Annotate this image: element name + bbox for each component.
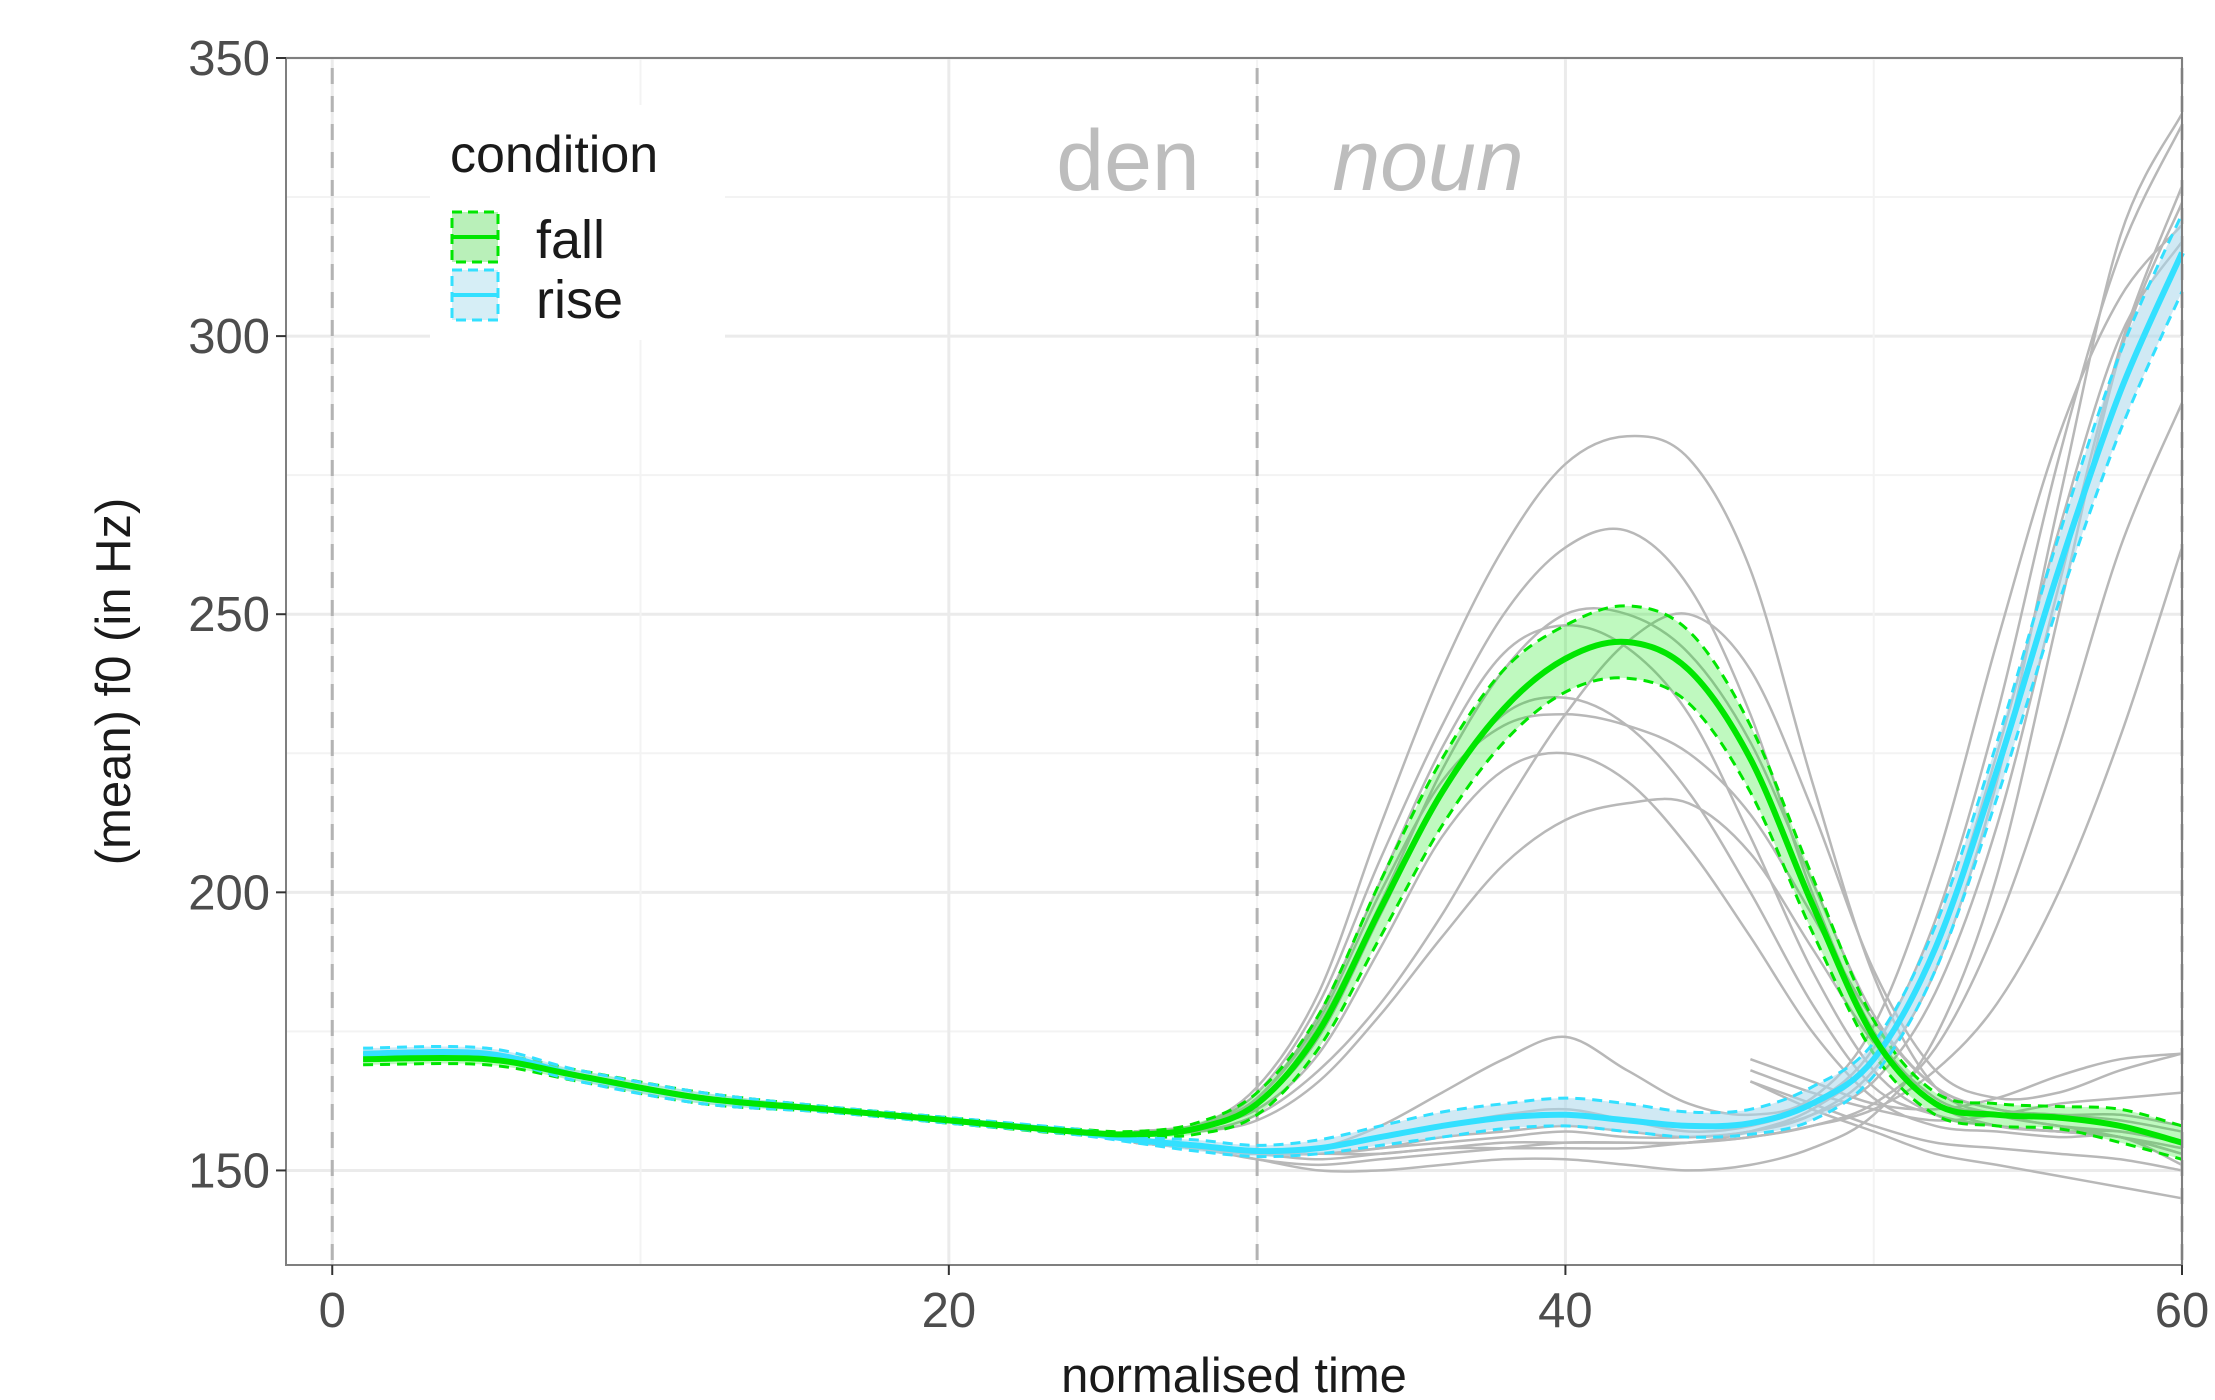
speaker-trace-tail xyxy=(1749,1052,2183,1111)
annotation-den: den xyxy=(1056,113,1200,209)
legend: condition fall rise xyxy=(430,105,725,340)
band-upper-fall xyxy=(363,604,2183,1134)
y-tick-label: 150 xyxy=(188,1144,270,1198)
speaker-trace-rise xyxy=(1133,202,2184,1173)
legend-key-rise xyxy=(450,268,500,322)
x-axis-title: normalised time xyxy=(1061,1349,1407,1400)
y-tick-label: 350 xyxy=(188,32,270,86)
confidence-bands xyxy=(363,213,2184,1161)
speaker-trace-fall xyxy=(1133,713,2183,1133)
mean-line-fall xyxy=(363,638,2183,1146)
y-tick-label: 200 xyxy=(188,866,270,920)
band-upper-rise xyxy=(363,213,2184,1147)
x-tick-label: 60 xyxy=(2155,1284,2210,1338)
x-tick-label: 0 xyxy=(319,1284,346,1338)
mean-lines xyxy=(363,251,2185,1155)
legend-label-rise: rise xyxy=(536,270,623,330)
speaker-trace-fall xyxy=(1133,612,2183,1134)
legend-title: condition xyxy=(450,126,658,184)
y-axis-title: (mean) f0 (in Hz) xyxy=(87,498,141,866)
panel-border xyxy=(285,57,2183,1266)
band-lower-rise xyxy=(363,290,2184,1159)
speaker-trace-fall xyxy=(1133,751,2183,1167)
annotation-noun: noun xyxy=(1332,113,1523,209)
x-axis-ticks: 0 20 40 60 xyxy=(319,1265,2210,1338)
x-tick-label: 40 xyxy=(1538,1284,1593,1338)
band-fall xyxy=(363,605,2183,1160)
y-tick-label: 250 xyxy=(188,588,270,642)
y-axis-ticks: 150 200 250 300 350 xyxy=(188,32,286,1198)
legend-label-fall: fall xyxy=(536,210,605,270)
speaker-trace-fall xyxy=(1133,527,2183,1144)
speaker-trace-rise xyxy=(1133,547,2184,1167)
band-rise xyxy=(363,213,2183,1157)
x-tick-label: 20 xyxy=(922,1284,977,1338)
y-tick-label: 300 xyxy=(188,310,270,364)
legend-key-fall xyxy=(450,210,500,264)
